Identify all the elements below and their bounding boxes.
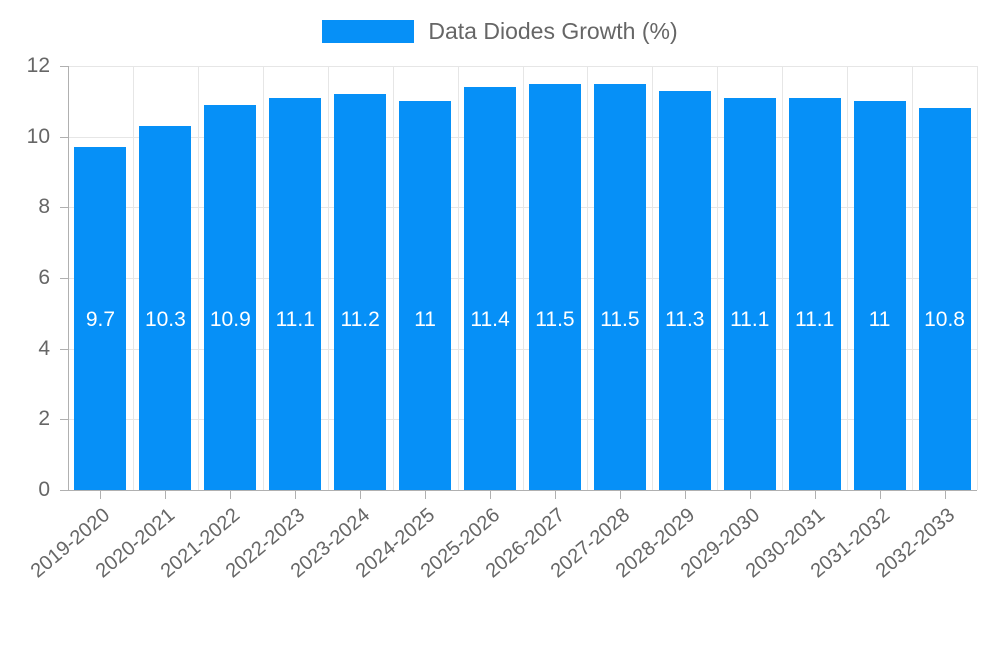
bar-value-label: 11.3 <box>665 308 705 331</box>
y-tick-mark <box>60 490 68 491</box>
plot-area: 9.7 10.3 10.9 11.1 11.2 11 11.4 11.5 11.5 11.3 11.… <box>68 66 978 491</box>
x-tick-mark <box>620 491 621 499</box>
x-axis-ticks: 2019-2020 2020-2021 2021-2022 2022-2023 2023… <box>27 491 959 582</box>
gridline-horizontal <box>68 66 977 67</box>
gridline-vertical <box>912 66 913 490</box>
bar-chart: Data Diodes Growth (%) 9.7 10.3 10.9 11.1 11… <box>0 0 1000 600</box>
y-tick-mark <box>60 66 68 67</box>
y-axis-line <box>68 66 69 490</box>
y-tick-label: 8 <box>38 195 50 219</box>
y-tick-label: 0 <box>38 478 50 501</box>
bar[interactable]: 9.7 <box>74 147 127 490</box>
bar-value-label: 11.2 <box>340 308 380 331</box>
bar[interactable]: 11.1 <box>269 97 322 490</box>
legend-color-swatch <box>322 19 415 43</box>
y-tick-mark <box>60 136 68 138</box>
y-tick-label: 10 <box>26 124 50 148</box>
x-tick-mark <box>360 491 361 499</box>
bar[interactable]: 11.1 <box>788 97 841 490</box>
bar-value-label: 11 <box>868 308 891 331</box>
bar[interactable]: 11.4 <box>464 87 516 490</box>
bar[interactable]: 11.1 <box>723 97 776 490</box>
gridline-horizontal <box>68 136 977 138</box>
gridline-vertical <box>328 66 329 490</box>
bar-value-label: 10.8 <box>924 308 965 331</box>
bar[interactable]: 10.3 <box>139 126 192 490</box>
bar-value-label: 11.5 <box>600 308 640 331</box>
gridline-vertical <box>587 66 588 490</box>
bar-value-label: 11.1 <box>795 308 835 331</box>
gridline-vertical <box>133 66 134 490</box>
bar[interactable]: 10.8 <box>918 108 971 490</box>
bar-value-label: 9.7 <box>85 308 116 331</box>
gridline-horizontal <box>68 348 977 350</box>
x-tick-mark <box>425 491 426 499</box>
gridline-vertical <box>263 66 264 490</box>
bar-value-label: 11.4 <box>470 308 510 331</box>
x-tick-mark <box>230 491 231 499</box>
y-tick-mark <box>60 348 68 350</box>
gridline-vertical <box>458 66 459 490</box>
x-tick-mark <box>815 491 816 499</box>
x-tick-mark <box>555 491 556 499</box>
x-tick-mark <box>100 491 101 499</box>
gridline-vertical <box>393 66 394 490</box>
x-axis-line <box>68 490 977 491</box>
bar[interactable]: 11.5 <box>593 83 646 490</box>
bar[interactable]: 11.2 <box>334 94 387 490</box>
y-tick-label: 6 <box>38 266 50 289</box>
gridline-vertical <box>847 66 848 490</box>
bar-value-label: 11.1 <box>730 308 770 331</box>
bar-value-label: 11 <box>414 308 436 331</box>
gridline-vertical <box>523 66 524 490</box>
gridline-vertical <box>717 66 718 490</box>
gridline-vertical <box>782 66 783 490</box>
gridline-vertical <box>198 66 199 490</box>
bar[interactable]: 11.3 <box>658 90 711 490</box>
x-tick-mark <box>295 491 296 499</box>
bar-value-label: 11.5 <box>535 308 575 331</box>
y-tick-label: 4 <box>38 336 50 360</box>
y-tick-mark <box>60 207 68 209</box>
gridline-horizontal <box>68 278 977 279</box>
gridline-vertical <box>652 66 653 490</box>
x-tick-mark <box>490 491 491 499</box>
bar[interactable]: 11 <box>399 101 452 490</box>
gridline-horizontal <box>68 419 977 421</box>
gridline-horizontal <box>68 207 977 209</box>
bar[interactable]: 11 <box>853 101 906 490</box>
x-tick-mark <box>685 491 686 499</box>
chart-legend: Data Diodes Growth (%) <box>0 8 1000 54</box>
bar[interactable]: 11.5 <box>528 83 581 490</box>
y-tick-label: 12 <box>26 54 50 77</box>
bar-value-label: 10.9 <box>209 308 251 331</box>
bar[interactable]: 10.9 <box>204 104 257 490</box>
x-tick-mark <box>945 491 946 499</box>
legend-label: Data Diodes Growth (%) <box>428 17 678 44</box>
y-axis-ticks: 12 10 8 6 4 2 0 <box>0 0 68 600</box>
bar-value-label: 10.3 <box>144 308 186 331</box>
bar-value-label: 11.1 <box>275 308 315 331</box>
x-tick-mark <box>880 491 881 499</box>
y-tick-mark <box>60 278 68 279</box>
x-tick-mark <box>165 491 166 499</box>
y-tick-mark <box>60 419 68 421</box>
y-tick-label: 2 <box>38 407 50 431</box>
x-tick-mark <box>750 491 751 499</box>
gridline-vertical <box>977 66 978 490</box>
